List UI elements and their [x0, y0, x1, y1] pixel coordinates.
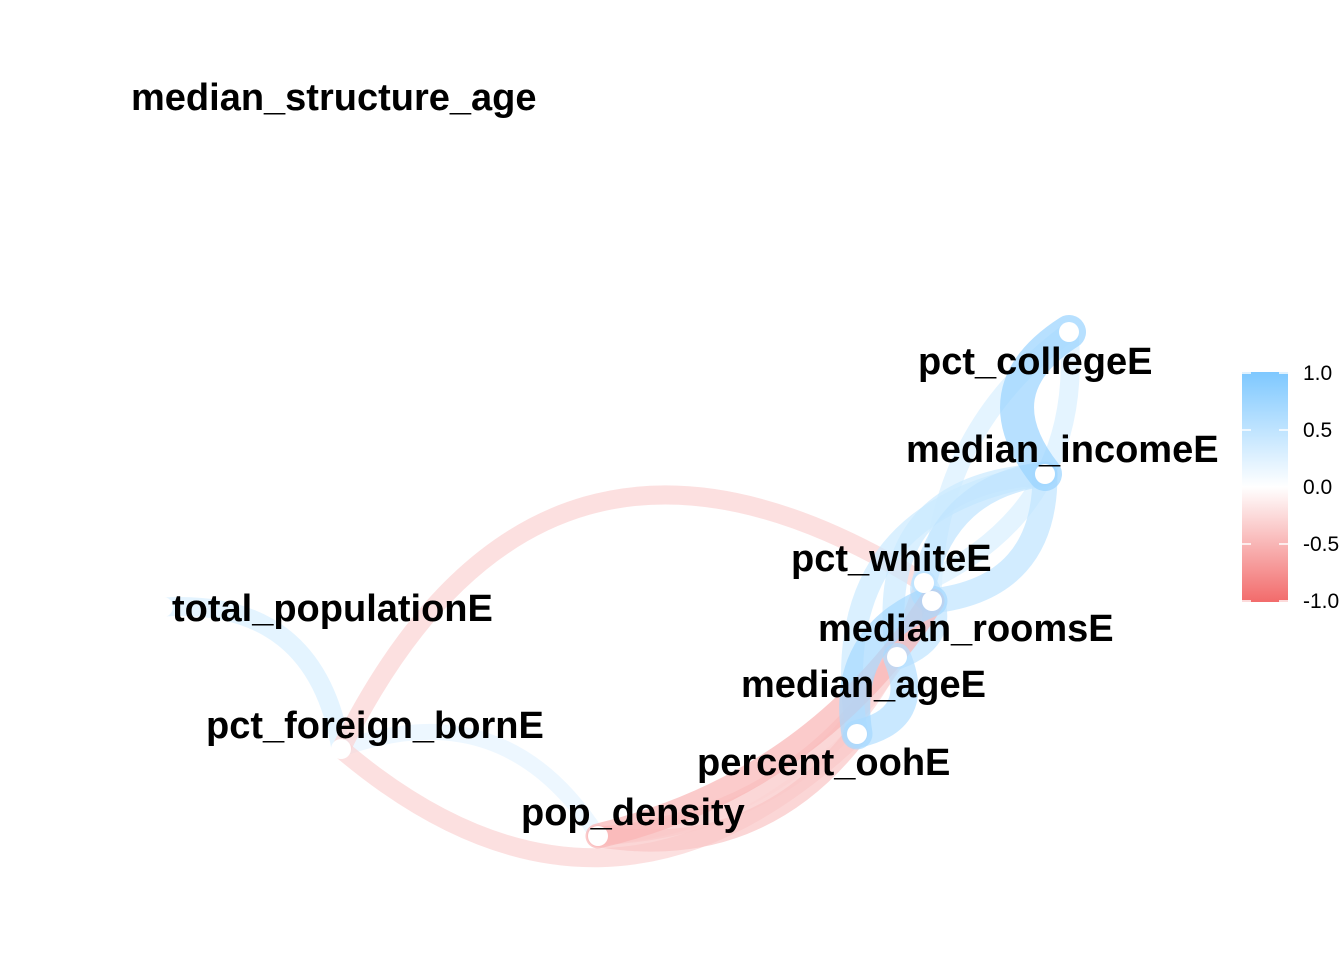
correlation-color-legend: 1.0 0.5 0.0 -0.5 -1.0: [1242, 362, 1339, 613]
edge-median_roomsE-percent_oohE: [839, 585, 948, 750]
node-label-median-structure-age: median_structure_age: [131, 77, 537, 119]
legend-tick-label: -0.5: [1303, 533, 1339, 556]
node-label-pct-white: pct_whiteE: [791, 538, 992, 580]
node-label-median-age: median_ageE: [741, 664, 986, 706]
node-point-pct_foreign_bornE: [331, 739, 351, 759]
node-label-pop-density: pop_density: [521, 792, 745, 834]
node-point-median_incomeE: [1035, 464, 1055, 484]
edge-median_incomeE-pct_whiteE: [911, 461, 1058, 596]
nodes-layer: [153, 322, 1079, 846]
edge-pct_foreign_bornE-pct_whiteE: [331, 485, 934, 759]
node-point-pct_whiteE: [914, 573, 934, 593]
edge-total_populationE-pct_foreign_bornE: [153, 596, 351, 759]
node-label-pct-college: pct_collegeE: [918, 341, 1152, 383]
edge-pct_collegeE-median_incomeE: [1000, 315, 1086, 491]
edge-pop_density-percent_oohE: [587, 723, 868, 852]
legend-tick-marks: [1242, 372, 1288, 602]
node-point-pct_collegeE: [1059, 322, 1079, 342]
node-point-median_ageE: [887, 647, 907, 667]
legend-tick-label: 0.0: [1303, 476, 1332, 499]
legend-tick-label: -1.0: [1303, 590, 1339, 613]
node-point-percent_oohE: [847, 724, 867, 744]
legend-tick-label: 1.0: [1303, 362, 1332, 385]
node-label-total-population: total_populationE: [172, 588, 493, 630]
node-point-pop_density: [588, 826, 608, 846]
node-label-percent-ooh: percent_oohE: [697, 742, 950, 784]
node-label-pct-foreign-born: pct_foreign_bornE: [206, 705, 544, 747]
labels-layer: median_structure_age total_populationE p…: [131, 77, 1219, 834]
edge-median_incomeE-median_roomsE: [919, 461, 1058, 614]
edge-pct_foreign_bornE-pop_density: [333, 723, 606, 844]
node-label-median-rooms: median_roomsE: [818, 608, 1114, 650]
node-point-median_roomsE: [922, 591, 942, 611]
node-label-median-income: median_incomeE: [906, 429, 1219, 471]
legend-tick-label: 0.5: [1303, 419, 1332, 442]
node-point-total_populationE: [153, 597, 173, 617]
